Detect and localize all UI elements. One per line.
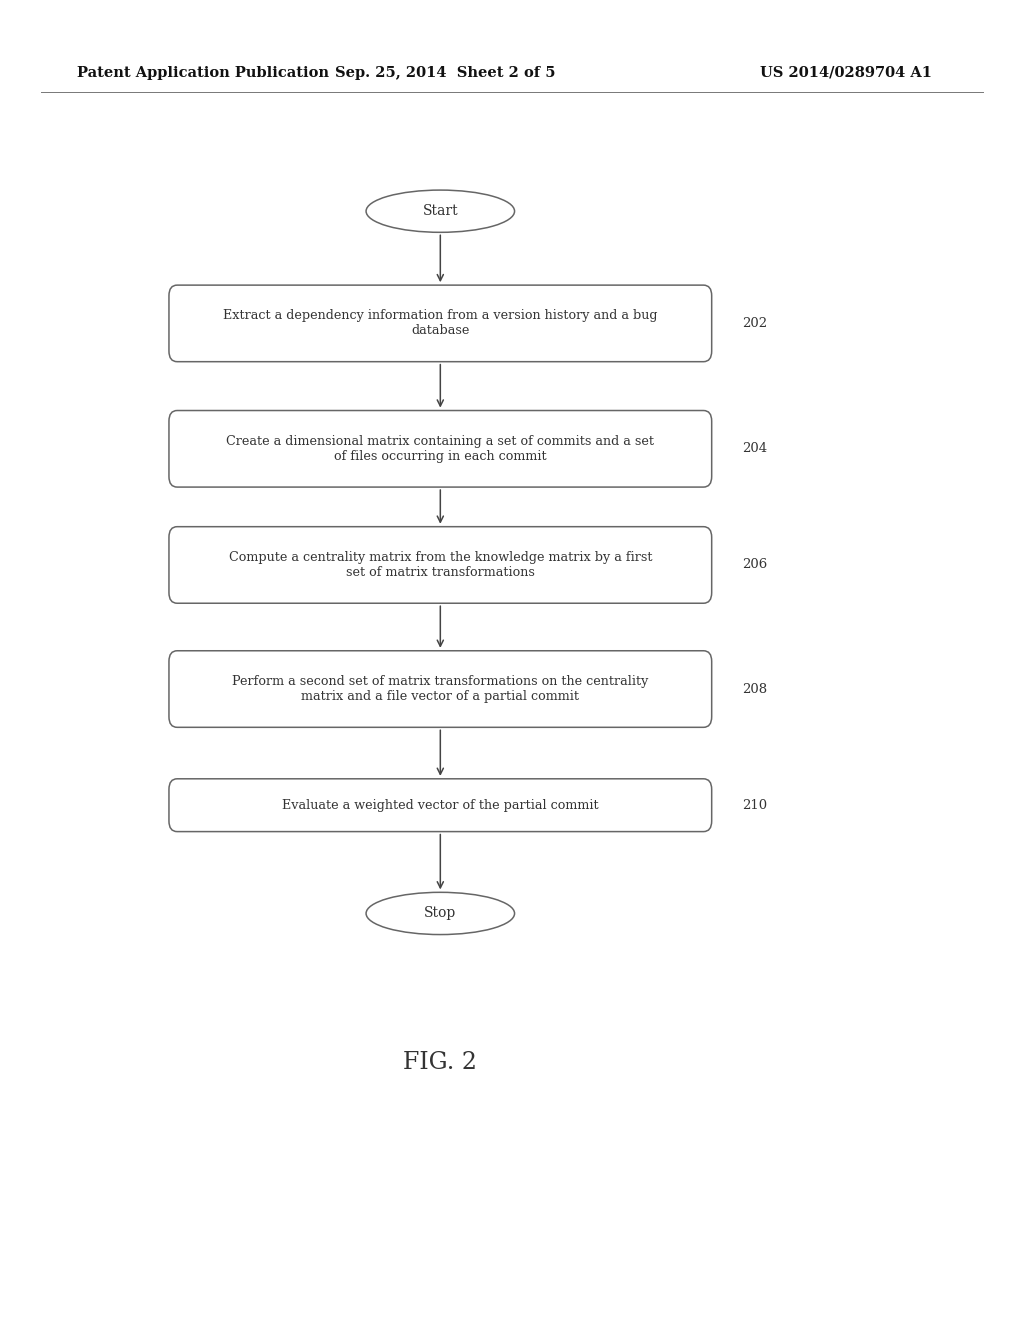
FancyBboxPatch shape [169,285,712,362]
Text: Patent Application Publication: Patent Application Publication [77,66,329,79]
Text: Compute a centrality matrix from the knowledge matrix by a first
set of matrix t: Compute a centrality matrix from the kno… [228,550,652,579]
Text: Evaluate a weighted vector of the partial commit: Evaluate a weighted vector of the partia… [282,799,599,812]
Ellipse shape [366,892,514,935]
Text: Create a dimensional matrix containing a set of commits and a set
of files occur: Create a dimensional matrix containing a… [226,434,654,463]
FancyBboxPatch shape [169,779,712,832]
Text: Sep. 25, 2014  Sheet 2 of 5: Sep. 25, 2014 Sheet 2 of 5 [335,66,556,79]
Text: Perform a second set of matrix transformations on the centrality
matrix and a fi: Perform a second set of matrix transform… [232,675,648,704]
Ellipse shape [366,190,514,232]
Text: 202: 202 [742,317,768,330]
Text: 206: 206 [742,558,768,572]
Text: 204: 204 [742,442,768,455]
FancyBboxPatch shape [169,527,712,603]
Text: FIG. 2: FIG. 2 [403,1051,477,1074]
Text: US 2014/0289704 A1: US 2014/0289704 A1 [760,66,932,79]
Text: 210: 210 [742,799,768,812]
FancyBboxPatch shape [169,411,712,487]
Text: 208: 208 [742,682,768,696]
Text: Extract a dependency information from a version history and a bug
database: Extract a dependency information from a … [223,309,657,338]
Text: Start: Start [423,205,458,218]
FancyBboxPatch shape [169,651,712,727]
Text: Stop: Stop [424,907,457,920]
